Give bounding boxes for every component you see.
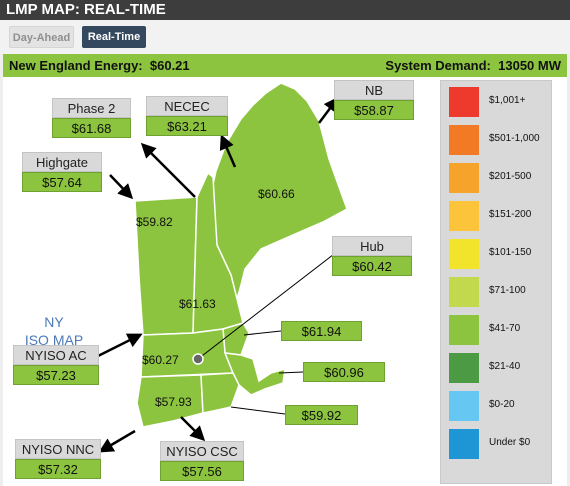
ny-label: NY xyxy=(44,314,64,330)
arrow-nyiso-csc xyxy=(180,416,206,442)
callout-semass-price: $60.96 xyxy=(303,362,385,382)
ny-iso-map-link[interactable]: NY ISO MAP xyxy=(15,313,93,349)
legend-item: $101-150 xyxy=(449,239,549,269)
zone-maine[interactable] xyxy=(207,82,348,302)
legend-item: $21-40 xyxy=(449,353,549,383)
callout-highgate[interactable]: Highgate $57.64 xyxy=(22,152,102,192)
summary-bar: New England Energy: $60.21 System Demand… xyxy=(3,54,567,77)
legend-item: $501-1,000 xyxy=(449,125,549,155)
legend-label: $1,001+ xyxy=(489,95,526,106)
callout-nb-name: NB xyxy=(334,80,414,100)
arrow-phase2 xyxy=(140,142,196,198)
arrow-necec xyxy=(219,134,237,168)
legend-item: $151-200 xyxy=(449,201,549,231)
callout-phase2[interactable]: Phase 2 $61.68 xyxy=(52,98,131,138)
legend-swatch xyxy=(449,353,479,383)
new-england-map xyxy=(91,82,348,453)
legend-swatch xyxy=(449,125,479,155)
callout-necec[interactable]: NECEC $63.21 xyxy=(146,96,228,136)
leader-hub xyxy=(197,250,339,360)
callout-necec-price: $63.21 xyxy=(146,116,228,136)
tab-bar: Day-Ahead Real-Time xyxy=(0,20,570,54)
callout-hub[interactable]: Hub $60.42 xyxy=(332,236,412,276)
legend-label: $151-200 xyxy=(489,209,532,220)
callout-nemass[interactable]: $61.94 xyxy=(281,321,362,341)
leader-lines xyxy=(197,250,339,415)
legend-item: Under $0 xyxy=(449,429,549,459)
arrow-nyiso-ac xyxy=(91,333,143,361)
callout-nyiso-ac-name: NYISO AC xyxy=(13,345,99,365)
legend-label: $21-40 xyxy=(489,361,521,372)
callout-phase2-name: Phase 2 xyxy=(52,98,131,118)
leader-semass xyxy=(278,371,304,374)
demand-summary: System Demand: 13050 MW xyxy=(385,54,561,77)
legend-item: $0-20 xyxy=(449,391,549,421)
callout-necec-name: NECEC xyxy=(146,96,228,116)
zone-value-maine: $60.66 xyxy=(258,187,295,201)
price-legend: $1,001+ $501-1,000 $201-500 $151-200 $10… xyxy=(440,80,552,484)
callout-rhode-island[interactable]: $59.92 xyxy=(285,405,358,425)
legend-swatch xyxy=(449,163,479,193)
arrow-highgate xyxy=(109,174,134,200)
legend-label: $101-150 xyxy=(489,247,532,258)
demand-value: 13050 MW xyxy=(498,58,561,73)
callout-nyiso-csc-name: NYISO CSC xyxy=(160,441,244,461)
energy-summary: New England Energy: $60.21 xyxy=(9,54,190,77)
zone-value-western-mass: $60.27 xyxy=(142,353,179,367)
zone-nemass[interactable] xyxy=(222,322,250,356)
callout-nyiso-nnc[interactable]: NYISO NNC $57.32 xyxy=(15,439,101,479)
iso-map-label: ISO MAP xyxy=(24,332,84,348)
callout-highgate-price: $57.64 xyxy=(22,172,102,192)
arrow-nyiso-nnc xyxy=(98,429,136,453)
callout-phase2-price: $61.68 xyxy=(52,118,131,138)
zone-value-connecticut: $57.93 xyxy=(155,395,192,409)
legend-swatch xyxy=(449,87,479,117)
window-title: LMP MAP: REAL-TIME xyxy=(0,0,570,20)
legend-label: $71-100 xyxy=(489,285,526,296)
callout-nb[interactable]: NB $58.87 xyxy=(334,80,414,120)
hub-marker[interactable] xyxy=(192,353,204,365)
callout-nb-price: $58.87 xyxy=(334,100,414,120)
legend-item: $71-100 xyxy=(449,277,549,307)
legend-label: $501-1,000 xyxy=(489,133,540,144)
leader-rhode-island xyxy=(230,406,286,415)
legend-swatch xyxy=(449,315,479,345)
callout-nyiso-nnc-name: NYISO NNC xyxy=(15,439,101,459)
legend-swatch xyxy=(449,391,479,421)
zone-value-vermont: $59.82 xyxy=(136,215,173,229)
legend-swatch xyxy=(449,429,479,459)
callout-nemass-price: $61.94 xyxy=(281,321,362,341)
callout-highgate-name: Highgate xyxy=(22,152,102,172)
zone-value-new-hampshire: $61.63 xyxy=(179,297,216,311)
legend-swatch xyxy=(449,277,479,307)
callout-nyiso-ac-price: $57.23 xyxy=(13,365,99,385)
energy-label: New England Energy: xyxy=(9,58,143,73)
legend-label: $0-20 xyxy=(489,399,515,410)
legend-swatch xyxy=(449,201,479,231)
callout-hub-name: Hub xyxy=(332,236,412,256)
legend-item: $41-70 xyxy=(449,315,549,345)
leader-nemass xyxy=(243,330,282,336)
callout-nyiso-ac[interactable]: NYISO AC $57.23 xyxy=(13,345,99,385)
energy-value: $60.21 xyxy=(149,58,190,73)
callout-hub-price: $60.42 xyxy=(332,256,412,276)
tab-day-ahead[interactable]: Day-Ahead xyxy=(9,26,74,48)
legend-item: $1,001+ xyxy=(449,87,549,117)
legend-swatch xyxy=(449,239,479,269)
legend-label: Under $0 xyxy=(489,437,531,448)
callout-nyiso-nnc-price: $57.32 xyxy=(15,459,101,479)
callout-rhode-island-price: $59.92 xyxy=(285,405,358,425)
legend-label: $41-70 xyxy=(489,323,521,334)
legend-label: $201-500 xyxy=(489,171,532,182)
tab-real-time[interactable]: Real-Time xyxy=(82,26,146,48)
callout-semass[interactable]: $60.96 xyxy=(303,362,385,382)
legend-item: $201-500 xyxy=(449,163,549,193)
demand-label: System Demand: xyxy=(385,58,491,73)
callout-nyiso-csc[interactable]: NYISO CSC $57.56 xyxy=(160,441,244,481)
callout-nyiso-csc-price: $57.56 xyxy=(160,461,244,481)
